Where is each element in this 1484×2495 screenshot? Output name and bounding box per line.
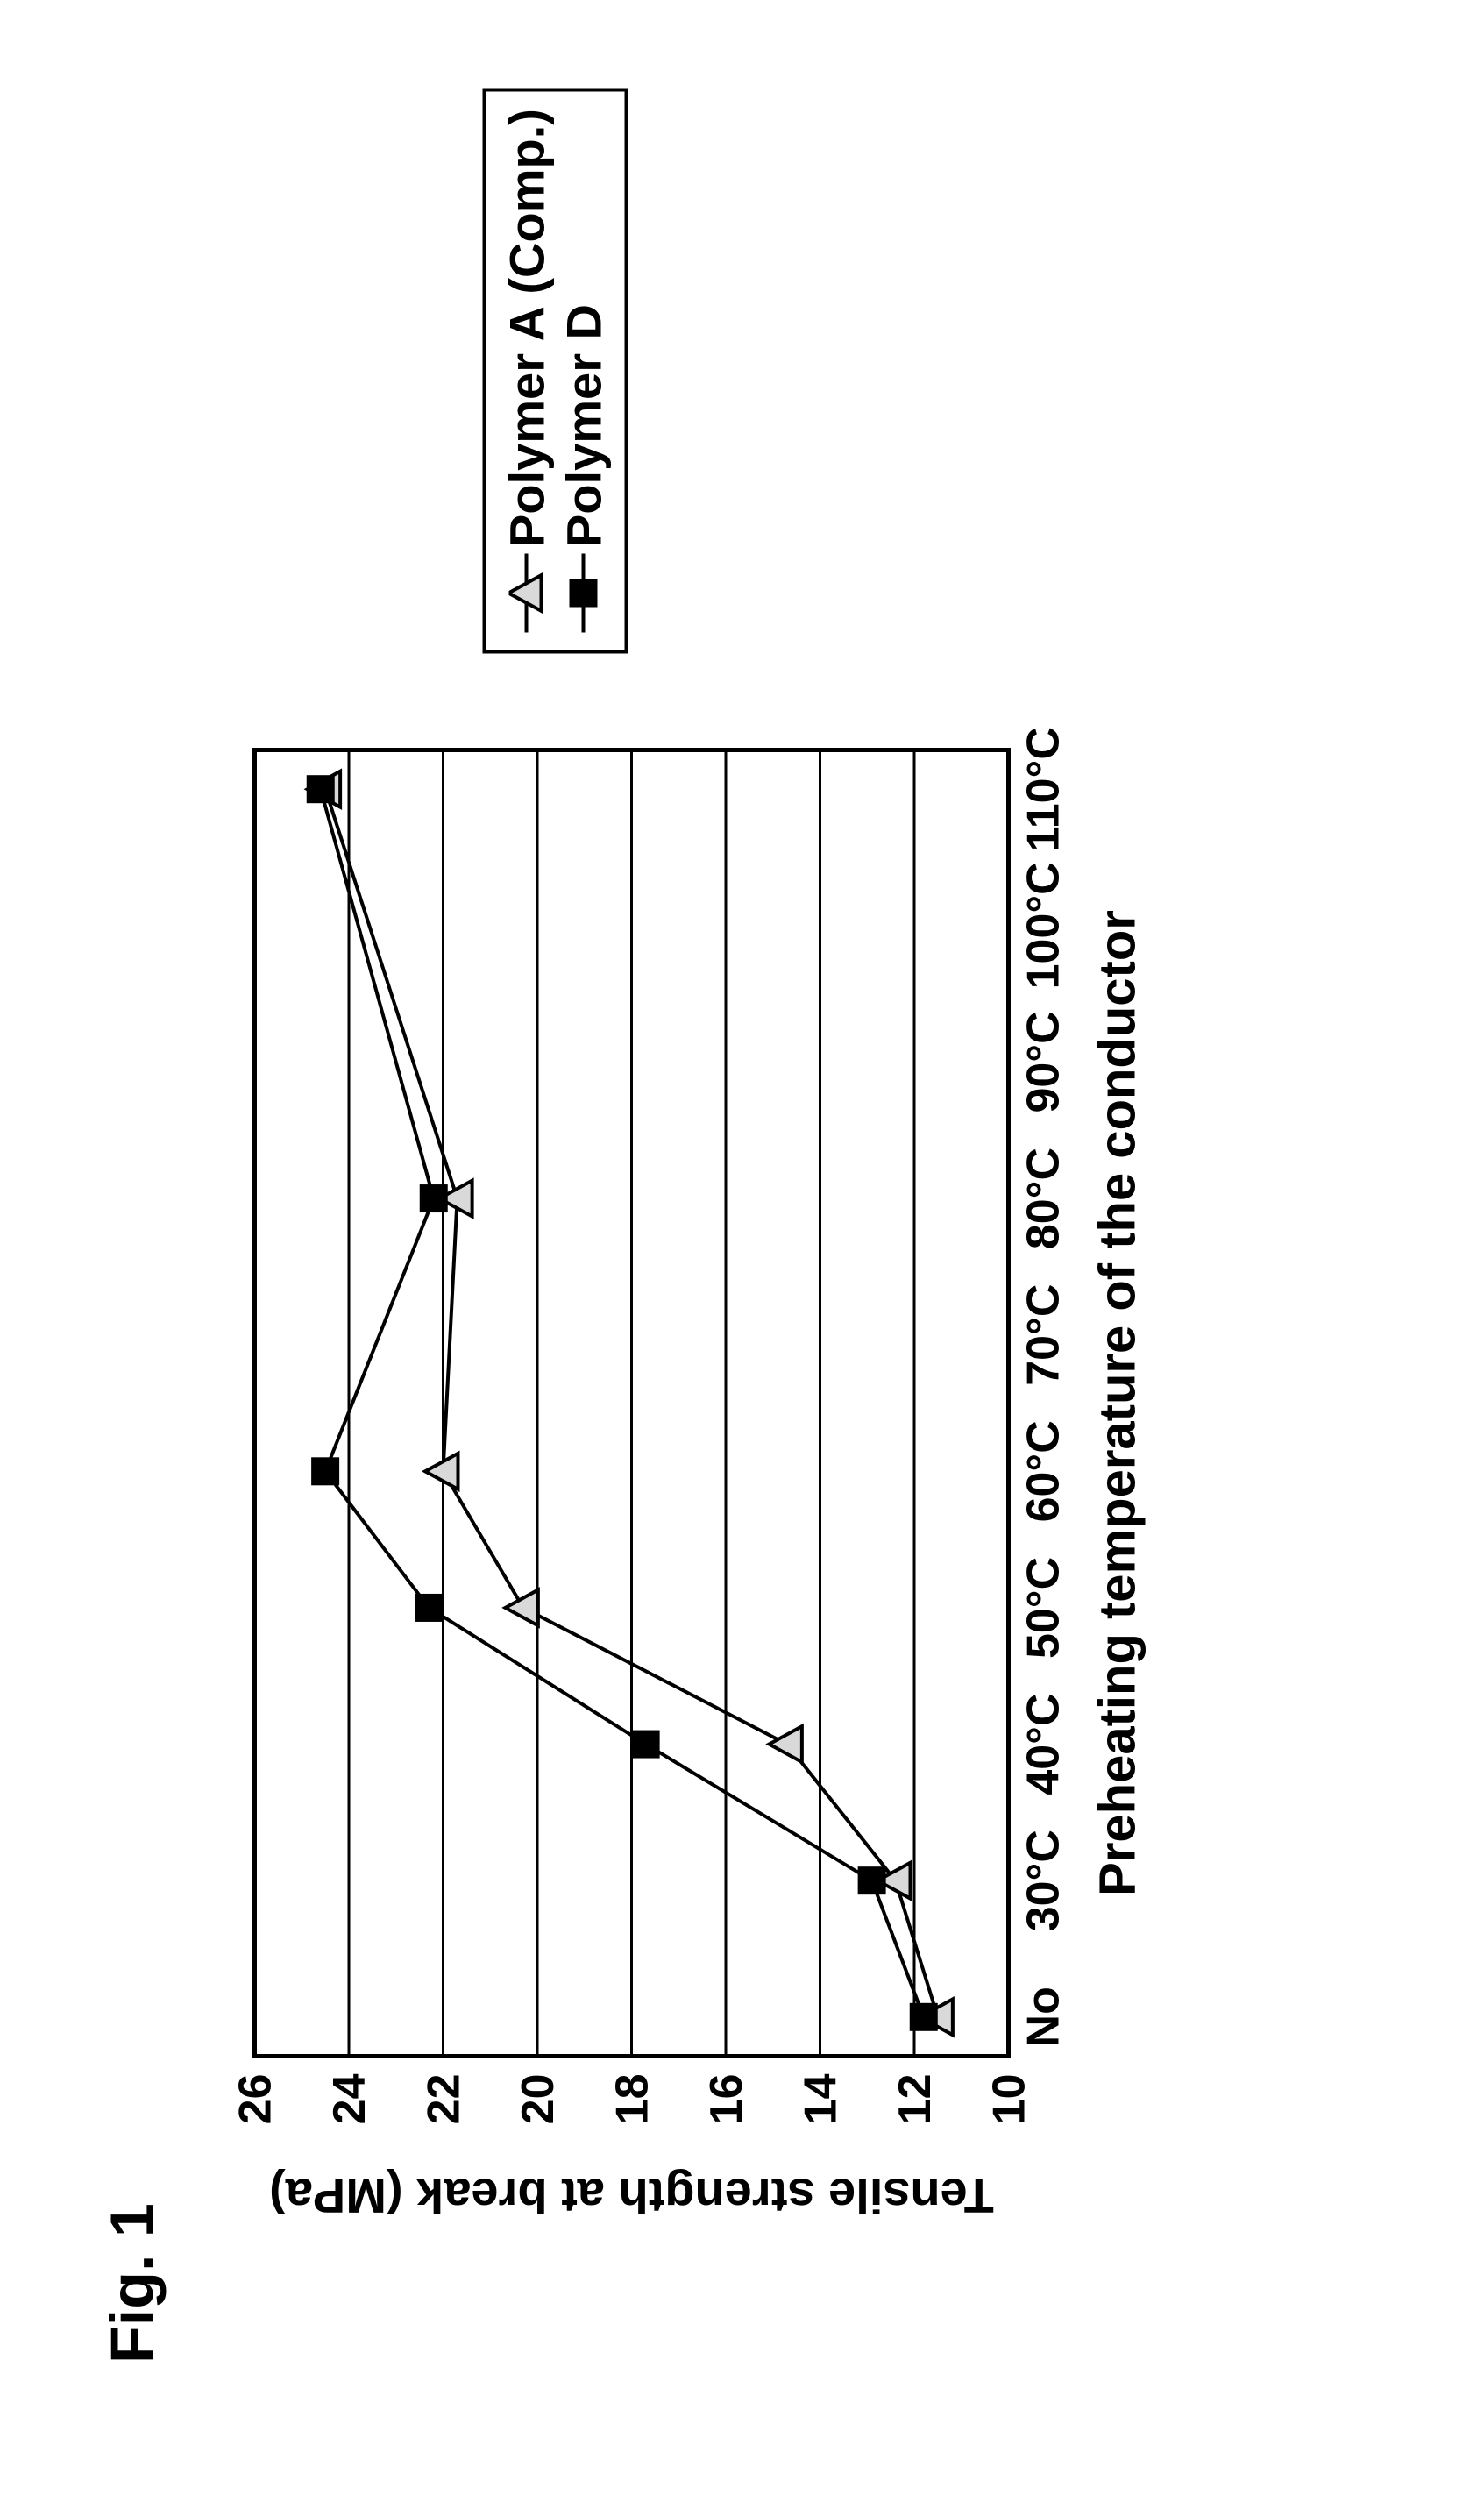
y-tick-label: 24 [324, 2074, 375, 2125]
y-tick-label: 26 [230, 2074, 280, 2125]
square-marker [419, 1185, 447, 1213]
x-tick-label: No [1018, 1987, 1069, 2048]
x-tick-label: 70°C [1018, 1284, 1069, 1386]
legend-item: Polymer A (Comp.) [498, 109, 555, 633]
square-icon [570, 579, 598, 608]
figure-title: Fig. 1 [96, 2203, 167, 2363]
legend-swatch [509, 554, 544, 633]
y-tick-label: 12 [890, 2074, 941, 2125]
chart-container: 10 12 14 16 18 20 22 24 26 No 30°C 40°C 50°C 60°C 70°C… [219, 715, 1183, 2250]
landscape-canvas: Fig. 1 10 12 14 16 18 20 22 24 26 No 30°C 40°C 50°C 6… [0, 0, 1484, 2495]
square-marker [306, 776, 334, 804]
x-tick-label: 100°C [1018, 863, 1069, 990]
legend-label: Polymer D [555, 304, 612, 547]
square-marker [311, 1458, 339, 1486]
rotated-page: Fig. 1 101214161820222426No30°C40°C50°C6… [0, 506, 1484, 1990]
square-marker [631, 1731, 659, 1759]
x-tick-label: 50°C [1018, 1557, 1069, 1659]
x-tick-label: 80°C [1018, 1148, 1069, 1249]
y-axis-label: Tensile strength at break (MPa) [269, 2169, 994, 2224]
legend-swatch [566, 554, 601, 633]
y-tick-label: 10 [983, 2074, 1034, 2125]
x-tick-label: 30°C [1018, 1830, 1069, 1932]
y-tick-label: 18 [607, 2074, 657, 2125]
square-marker [415, 1594, 443, 1622]
square-marker [857, 1867, 885, 1895]
x-tick-label: 60°C [1018, 1421, 1069, 1523]
x-tick-label: 110°C [1018, 728, 1069, 852]
x-tick-label: 40°C [1018, 1694, 1069, 1795]
square-marker [909, 2003, 937, 2031]
legend-label: Polymer A (Comp.) [498, 109, 555, 547]
legend: Polymer A (Comp.)Polymer D [482, 88, 628, 654]
y-tick-label: 20 [513, 2074, 564, 2125]
y-tick-label: 22 [418, 2074, 469, 2125]
y-tick-label: 16 [701, 2074, 752, 2125]
y-tick-label: 14 [795, 2074, 846, 2125]
x-axis-label: Preheating temperature of the conductor [1089, 911, 1146, 1897]
legend-item: Polymer D [555, 109, 612, 633]
line-chart: 10 12 14 16 18 20 22 24 26 No 30°C 40°C 50°C 60°C 70°C… [219, 715, 1183, 2250]
x-tick-label: 90°C [1018, 1012, 1069, 1113]
